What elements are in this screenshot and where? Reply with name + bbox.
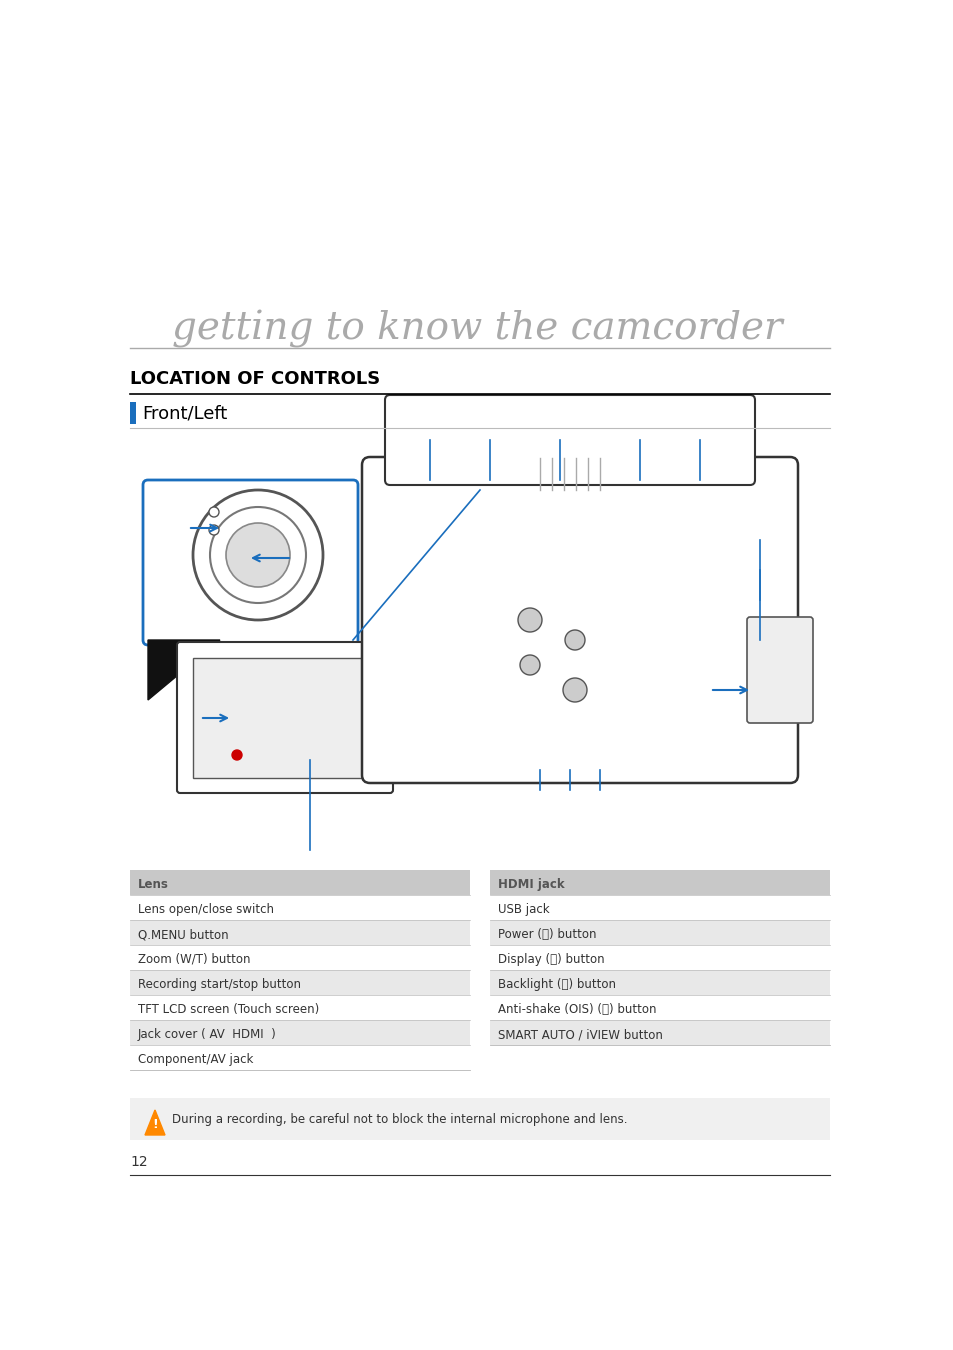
Text: Q.MENU button: Q.MENU button <box>138 927 229 941</box>
Circle shape <box>519 655 539 675</box>
Text: Power (Ⓒ) button: Power (Ⓒ) button <box>497 927 596 941</box>
Text: !: ! <box>152 1119 157 1131</box>
FancyBboxPatch shape <box>143 481 357 645</box>
Bar <box>130 1098 829 1139</box>
Circle shape <box>562 678 586 702</box>
Circle shape <box>226 522 290 587</box>
Bar <box>130 1045 470 1071</box>
FancyBboxPatch shape <box>385 396 754 485</box>
Bar <box>490 995 829 1021</box>
Bar <box>490 869 829 895</box>
Text: Front/Left: Front/Left <box>142 404 227 423</box>
Text: TFT LCD screen (Touch screen): TFT LCD screen (Touch screen) <box>138 1003 319 1017</box>
FancyBboxPatch shape <box>193 657 377 778</box>
Circle shape <box>517 608 541 632</box>
Circle shape <box>209 508 219 517</box>
Text: Jack cover ( AV  HDMI  ): Jack cover ( AV HDMI ) <box>138 1027 276 1041</box>
Text: Component/AV jack: Component/AV jack <box>138 1053 253 1066</box>
Text: Zoom (W/T) button: Zoom (W/T) button <box>138 953 251 967</box>
Text: 12: 12 <box>130 1156 148 1169</box>
Bar <box>490 919 829 945</box>
Bar <box>490 895 829 919</box>
Text: getting to know the camcorder: getting to know the camcorder <box>172 310 781 348</box>
Bar <box>130 869 470 895</box>
Text: Anti-shake (OIS) (ⓗ) button: Anti-shake (OIS) (ⓗ) button <box>497 1003 656 1017</box>
Text: SMART AUTO / iVIEW button: SMART AUTO / iVIEW button <box>497 1027 662 1041</box>
FancyBboxPatch shape <box>130 402 136 424</box>
Circle shape <box>564 630 584 649</box>
Circle shape <box>209 525 219 535</box>
Bar <box>130 895 470 919</box>
Bar <box>130 945 470 971</box>
Polygon shape <box>148 640 220 701</box>
FancyBboxPatch shape <box>746 617 812 724</box>
Text: USB jack: USB jack <box>497 903 549 917</box>
Text: Lens open/close switch: Lens open/close switch <box>138 903 274 917</box>
Bar <box>130 1021 470 1045</box>
Bar <box>490 945 829 971</box>
Bar <box>130 919 470 945</box>
Text: Display (ⓓ) button: Display (ⓓ) button <box>497 953 604 967</box>
Text: HDMI jack: HDMI jack <box>497 878 564 891</box>
Text: Recording start/stop button: Recording start/stop button <box>138 977 301 991</box>
Bar <box>130 971 470 995</box>
Text: During a recording, be careful not to block the internal microphone and lens.: During a recording, be careful not to bl… <box>172 1112 627 1126</box>
FancyBboxPatch shape <box>361 458 797 783</box>
Text: Backlight (ⓑ) button: Backlight (ⓑ) button <box>497 977 616 991</box>
Text: Lens: Lens <box>138 878 169 891</box>
FancyBboxPatch shape <box>177 643 393 792</box>
Polygon shape <box>145 1110 165 1135</box>
Bar <box>490 971 829 995</box>
Bar <box>490 1021 829 1045</box>
Circle shape <box>232 751 242 760</box>
Text: LOCATION OF CONTROLS: LOCATION OF CONTROLS <box>130 370 380 387</box>
Bar <box>130 995 470 1021</box>
